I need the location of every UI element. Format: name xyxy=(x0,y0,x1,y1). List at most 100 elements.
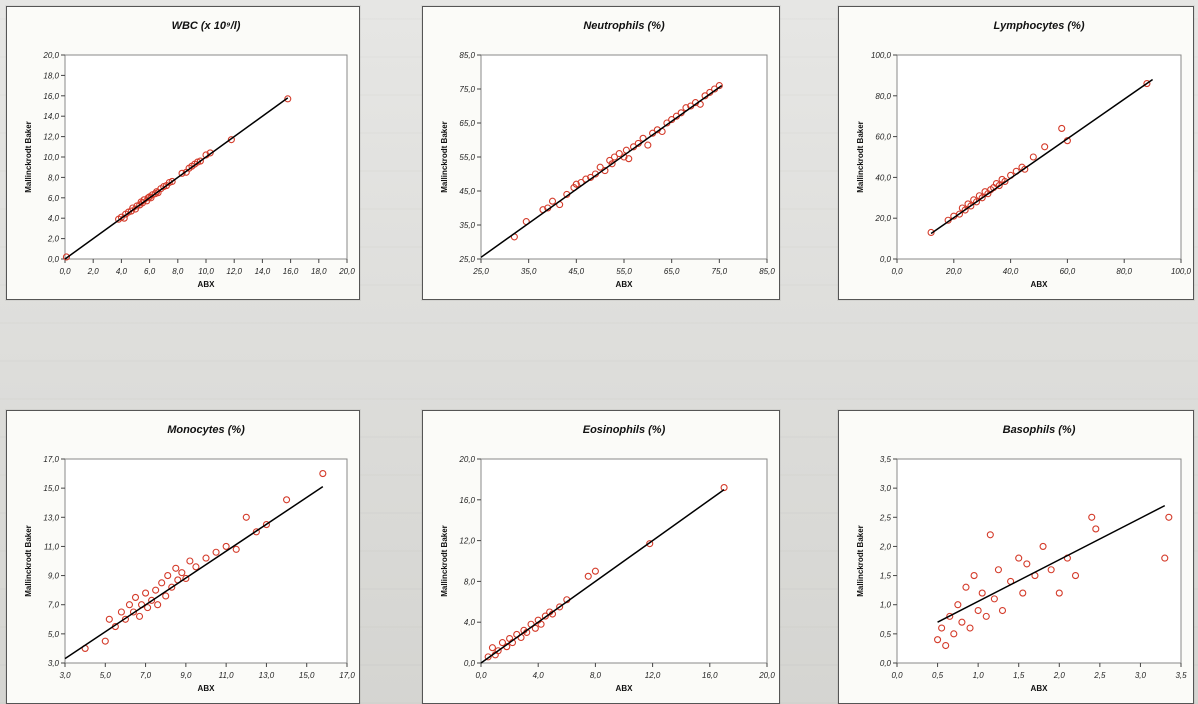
data-point xyxy=(284,95,292,103)
y-axis-label: Mallinckrodt Baker xyxy=(440,121,449,193)
y-tick-label: 1,0 xyxy=(880,601,892,610)
data-point xyxy=(531,624,539,632)
chart-title: Lymphocytes (%) xyxy=(993,20,1084,32)
y-tick-label: 55,0 xyxy=(459,153,475,162)
y-tick-label: 8,0 xyxy=(464,577,476,586)
regression-line xyxy=(64,486,324,660)
data-point xyxy=(1023,560,1031,568)
y-tick-label: 2,0 xyxy=(47,235,60,244)
data-point xyxy=(196,157,204,165)
data-point xyxy=(978,194,986,202)
x-tick-label: 60,0 xyxy=(1060,267,1076,276)
data-point xyxy=(162,592,170,600)
chart-title: Neutrophils (%) xyxy=(583,20,665,32)
x-tick-label: 80,0 xyxy=(1116,267,1132,276)
x-tick-label: 8,0 xyxy=(590,671,602,680)
data-point xyxy=(938,624,946,632)
data-point xyxy=(488,644,496,652)
data-point xyxy=(994,566,1002,574)
x-axis-label: ABX xyxy=(616,684,634,693)
x-tick-label: 14,0 xyxy=(255,267,271,276)
y-tick-label: 12,0 xyxy=(459,537,475,546)
x-tick-label: 3,0 xyxy=(59,671,71,680)
chart-title: WBC (x 10⁹/l) xyxy=(172,20,241,32)
x-tick-label: 45,0 xyxy=(569,267,585,276)
y-tick-label: 12,0 xyxy=(43,133,59,142)
y-tick-label: 4,0 xyxy=(48,214,60,223)
x-axis-label: ABX xyxy=(1031,684,1049,693)
data-point xyxy=(556,603,564,611)
regression-line xyxy=(480,84,723,258)
x-tick-label: 1,0 xyxy=(973,671,985,680)
scatter-chart: Neutrophils (%) 25,0 35,0 45,0 55,0 65,0 75,0 8… xyxy=(440,20,775,289)
y-tick-label: 100,0 xyxy=(871,51,892,60)
y-tick-label: 16,0 xyxy=(43,92,59,101)
data-point xyxy=(610,153,619,161)
monocytes-chart-panel: Monocytes (%) 3,0 5,0 7,0 9,0 11,0 13,0 15,0 17,… xyxy=(6,410,360,704)
data-point xyxy=(955,210,964,218)
x-tick-label: 20,0 xyxy=(338,267,355,276)
x-axis-label: ABX xyxy=(198,684,216,693)
x-tick-label: 20,0 xyxy=(945,267,962,276)
x-tick-label: 16,0 xyxy=(283,267,299,276)
scatter-chart: Lymphocytes (%) 0,0 20,0 40,0 60,0 80,0 100,0 0… xyxy=(856,20,1192,289)
data-point xyxy=(62,253,70,261)
x-tick-label: 13,0 xyxy=(259,671,275,680)
y-tick-label: 0,0 xyxy=(880,659,892,668)
data-point xyxy=(129,608,138,616)
data-point xyxy=(615,150,623,158)
x-tick-label: 20,0 xyxy=(758,671,775,680)
data-point xyxy=(1092,525,1100,533)
data-point xyxy=(978,589,986,597)
data-point xyxy=(966,624,974,632)
y-tick-label: 85,0 xyxy=(459,51,475,60)
data-point xyxy=(1143,80,1151,88)
y-tick-label: 6,0 xyxy=(48,194,60,203)
y-tick-label: 11,0 xyxy=(44,542,60,551)
data-point xyxy=(1019,589,1027,597)
x-tick-label: 5,0 xyxy=(100,671,112,680)
x-tick-label: 9,0 xyxy=(180,671,192,680)
data-point xyxy=(101,637,109,645)
y-tick-label: 80,0 xyxy=(875,92,891,101)
x-tick-label: 1,5 xyxy=(1013,671,1025,680)
data-point xyxy=(954,601,962,609)
x-tick-label: 4,0 xyxy=(116,267,128,276)
scatter-chart: Monocytes (%) 3,0 5,0 7,0 9,0 11,0 13,0 15,0 17,… xyxy=(24,424,355,693)
x-tick-label: 3,0 xyxy=(1135,671,1147,680)
y-tick-label: 10,0 xyxy=(43,153,59,162)
data-point xyxy=(958,618,966,626)
y-tick-label: 17,0 xyxy=(43,455,59,464)
x-tick-label: 35,0 xyxy=(521,267,537,276)
data-point xyxy=(186,557,194,565)
y-axis-label: Mallinckrodt Baker xyxy=(856,121,865,193)
data-point xyxy=(125,601,134,609)
y-tick-label: 7,0 xyxy=(48,601,60,610)
data-point xyxy=(950,630,958,638)
data-point xyxy=(995,182,1003,190)
x-tick-label: 2,0 xyxy=(1053,671,1066,680)
x-tick-label: 2,0 xyxy=(87,267,100,276)
data-point xyxy=(131,593,140,601)
data-point xyxy=(178,169,186,177)
data-point xyxy=(961,206,969,214)
data-point xyxy=(498,639,506,647)
y-tick-label: 0,0 xyxy=(464,659,476,668)
y-tick-label: 13,0 xyxy=(43,513,59,522)
data-point xyxy=(222,542,230,550)
y-tick-label: 0,5 xyxy=(880,630,892,639)
y-tick-label: 5,0 xyxy=(48,630,60,639)
y-tick-label: 60,0 xyxy=(875,133,891,142)
y-tick-label: 14,0 xyxy=(43,112,59,121)
data-point xyxy=(998,606,1007,615)
data-point xyxy=(967,202,975,210)
data-point xyxy=(986,531,994,539)
x-tick-label: 17,0 xyxy=(339,671,355,680)
data-point xyxy=(494,647,502,655)
x-tick-label: 16,0 xyxy=(702,671,718,680)
y-tick-label: 65,0 xyxy=(459,119,475,128)
x-axis-label: ABX xyxy=(198,280,216,289)
data-point xyxy=(148,596,156,604)
data-point xyxy=(117,608,125,616)
y-tick-label: 40,0 xyxy=(875,173,891,182)
